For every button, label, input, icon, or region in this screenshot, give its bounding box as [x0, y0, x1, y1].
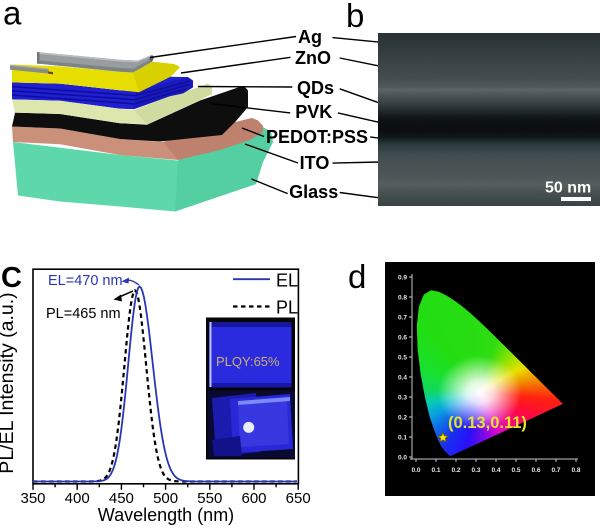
svg-text:400: 400: [65, 490, 90, 507]
svg-text:EL: EL: [276, 271, 298, 291]
svg-text:0.4: 0.4: [398, 375, 407, 382]
svg-text:0.7: 0.7: [551, 467, 560, 474]
svg-text:QDs: QDs: [297, 78, 334, 98]
svg-text:0.9: 0.9: [398, 275, 407, 282]
svg-text:Wavelength (nm): Wavelength (nm): [98, 505, 234, 525]
svg-text:0.3: 0.3: [398, 395, 407, 402]
svg-text:0.2: 0.2: [451, 467, 460, 474]
svg-text:(0.13,0.11): (0.13,0.11): [448, 414, 527, 432]
svg-text:0.1: 0.1: [431, 467, 440, 474]
svg-text:0.8: 0.8: [398, 295, 407, 302]
svg-text:b: b: [346, 0, 364, 34]
svg-text:PL: PL: [276, 298, 298, 318]
svg-text:ITO: ITO: [300, 153, 330, 173]
svg-text:EL=470 nm: EL=470 nm: [48, 273, 123, 289]
svg-text:0.1: 0.1: [398, 435, 407, 442]
svg-text:ZnO: ZnO: [295, 48, 331, 68]
svg-text:0.8: 0.8: [571, 467, 580, 474]
svg-text:C: C: [1, 262, 22, 294]
svg-text:0.4: 0.4: [491, 467, 500, 474]
svg-text:Ag: Ag: [298, 27, 322, 47]
svg-text:PL=465 nm: PL=465 nm: [46, 306, 121, 322]
svg-text:50 nm: 50 nm: [545, 180, 591, 197]
svg-text:PLQY:65%: PLQY:65%: [216, 354, 280, 369]
svg-text:Glass: Glass: [289, 182, 338, 202]
svg-text:PL/EL Intensity (a.u.): PL/EL Intensity (a.u.): [0, 292, 18, 473]
svg-text:600: 600: [241, 490, 266, 507]
svg-text:0.5: 0.5: [511, 467, 520, 474]
svg-text:d: d: [348, 258, 366, 295]
svg-text:0.7: 0.7: [398, 315, 407, 322]
svg-text:350: 350: [20, 490, 45, 507]
svg-text:550: 550: [197, 490, 222, 507]
svg-text:0.6: 0.6: [531, 467, 540, 474]
svg-text:a: a: [3, 0, 22, 32]
svg-text:0.6: 0.6: [398, 335, 407, 342]
svg-text:0.2: 0.2: [398, 415, 407, 422]
svg-text:500: 500: [153, 490, 178, 507]
svg-text:450: 450: [109, 490, 134, 507]
svg-text:650: 650: [286, 490, 311, 507]
svg-text:PEDOT:PSS: PEDOT:PSS: [266, 127, 368, 147]
svg-text:0.3: 0.3: [471, 467, 480, 474]
svg-text:0.5: 0.5: [398, 355, 407, 362]
svg-text:0.0: 0.0: [398, 455, 407, 462]
svg-text:PVK: PVK: [295, 102, 332, 122]
svg-text:0.0: 0.0: [411, 467, 420, 474]
